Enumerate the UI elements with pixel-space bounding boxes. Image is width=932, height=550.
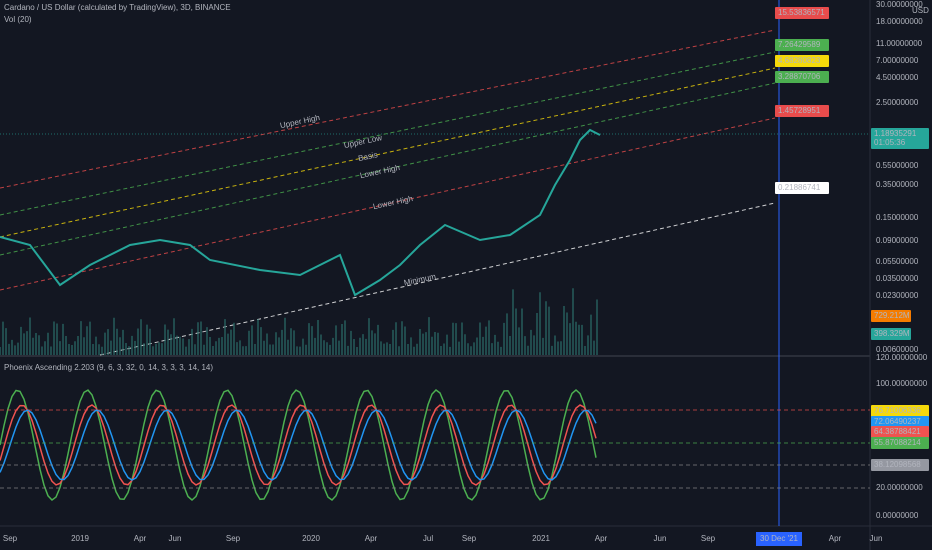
price-path: [0, 128, 601, 297]
indicator-value: 55.87088214: [874, 438, 921, 447]
price-tick-label: 0.55000000: [876, 161, 919, 170]
channel-level: 15.53836571: [778, 8, 825, 17]
price-tick-label: 0.00600000: [876, 345, 919, 354]
indicator-value-bg: [871, 416, 929, 428]
countdown: 01:05:36: [874, 138, 906, 147]
time-tick-label: 2019: [71, 534, 89, 543]
channel-level: 0.21886741: [778, 183, 821, 192]
price-tick-label: 30.00000000: [876, 0, 923, 9]
time-tick-label: Jun: [870, 534, 883, 543]
time-tick-label: Sep: [3, 534, 18, 543]
time-tick-label: Sep: [462, 534, 477, 543]
indicator-title: Phoenix Ascending 2.203 (9, 6, 3, 32, 0,…: [4, 363, 213, 372]
channel-line: [0, 117, 776, 291]
channel-level: 7.26429589: [778, 40, 821, 49]
cursor-label-bg: [756, 532, 802, 546]
price-tick-label: 0.09000000: [876, 236, 919, 245]
channel-line: [0, 82, 776, 256]
indicator-value: 76.71006336: [874, 406, 921, 415]
time-tick-label: Apr: [595, 534, 608, 543]
channel-line: [0, 29, 776, 189]
price-tick-label: 0.15000000: [876, 213, 919, 222]
channel-level: 3.28870706: [778, 72, 821, 81]
oscillator: [0, 389, 597, 501]
countdown-bg: [871, 137, 929, 149]
price-tick-label: 2.50000000: [876, 98, 919, 107]
volume-title: Vol (20): [4, 15, 32, 24]
channel-level-bg: [775, 55, 829, 67]
oscillator: [0, 404, 597, 486]
channel-level-bg: [775, 7, 829, 19]
channel-name: Basis: [357, 150, 378, 163]
price-tick-label: 0.02300000: [876, 291, 919, 300]
channel-line: [0, 51, 776, 216]
indicator-value-bg: [871, 405, 929, 417]
time-tick-label: Apr: [365, 534, 378, 543]
symbol-title: Cardano / US Dollar (calculated by Tradi…: [4, 3, 231, 12]
price-tick-label: 0.03500000: [876, 274, 919, 283]
channel-level: 1.45728951: [778, 106, 821, 115]
indicator-tick-label: 120.00000000: [876, 353, 928, 362]
time-tick-label: 2020: [302, 534, 320, 543]
time-tick-label: Jun: [169, 534, 182, 543]
indicator-value-bg: [871, 459, 929, 471]
channel-level-bg: [775, 182, 829, 194]
indicator-value: 72.06490237: [874, 417, 921, 426]
price-tick-label: 11.00000000: [876, 39, 923, 48]
oscillator: [0, 409, 597, 481]
channel-level-bg: [775, 39, 829, 51]
channel-level-bg: [775, 71, 829, 83]
time-tick-label: Apr: [829, 534, 842, 543]
price-tick-label: 0.35000000: [876, 180, 919, 189]
last-price: 1.18935291: [874, 129, 917, 138]
indicator-value: 64.38788421: [874, 427, 921, 436]
volume-label-bg: [871, 328, 911, 340]
indicator-tick-label: 20.00000000: [876, 483, 923, 492]
channel-level: 4.68280823: [778, 56, 821, 65]
price-tick-label: 0.05500000: [876, 257, 919, 266]
channel-line: [0, 67, 776, 238]
indicator-value: 38.12098568: [874, 460, 921, 469]
price-tick-label: 7.00000000: [876, 56, 919, 65]
unit: USD: [912, 6, 929, 15]
price-tick-label: 4.50000000: [876, 73, 919, 82]
volume-ma-label: 729.212M: [874, 311, 910, 320]
time-tick-label: 2021: [532, 534, 550, 543]
volume-bars: [0, 288, 598, 355]
volume-ma-label-bg: [871, 310, 911, 322]
price-tick-label: 18.00000000: [876, 17, 923, 26]
channel-level-bg: [775, 105, 829, 117]
indicator-tick-label: 0.00000000: [876, 511, 919, 520]
indicator-value-bg: [871, 437, 929, 449]
time-tick-label: Sep: [226, 534, 241, 543]
time-tick-label: Jul: [423, 534, 433, 543]
time-tick-label: Sep: [701, 534, 716, 543]
time-tick-label: Apr: [134, 534, 147, 543]
indicator-tick-label: 100.00000000: [876, 379, 928, 388]
time-tick-label: Jun: [654, 534, 667, 543]
volume-label: 398.329M: [874, 329, 910, 338]
channel-line: [99, 202, 776, 356]
indicator-value-bg: [871, 426, 929, 438]
cursor-label: 30 Dec '21: [760, 534, 799, 543]
